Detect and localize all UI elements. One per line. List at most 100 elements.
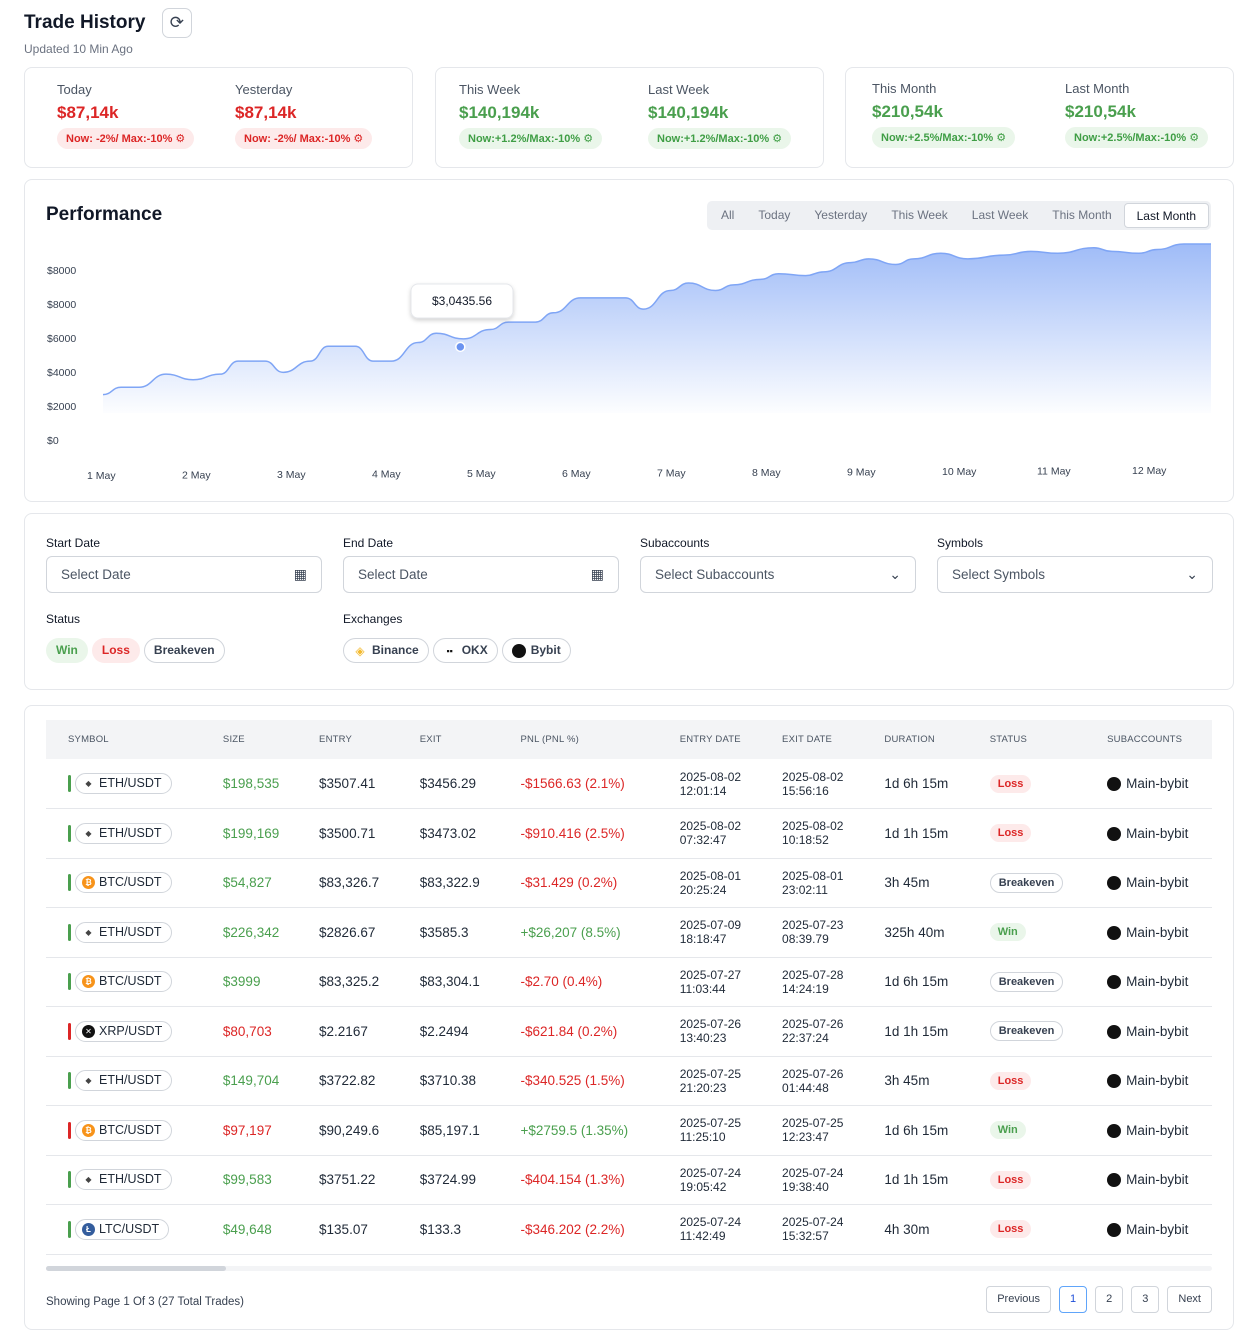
duration-cell: 4h 30m	[862, 1204, 968, 1255]
page-button-1[interactable]: 1	[1059, 1286, 1088, 1313]
stat-value: $140,194k	[648, 103, 729, 122]
stat-badge[interactable]: Now:+1.2%/Max:-10% ⚙	[459, 128, 603, 149]
start-date-field[interactable]: Select Date ▦	[46, 556, 322, 593]
pnl-cell: +$2759.5 (1.35%)	[498, 1105, 658, 1156]
tab-today[interactable]: Today	[758, 208, 791, 222]
duration-cell: 1d 1h 15m	[862, 1155, 968, 1205]
y-tick-label: $2000	[47, 401, 76, 413]
stat-last-month: Last Month $210,54k Now:+2.5%/Max:-10% ⚙	[1065, 81, 1209, 148]
stat-badge[interactable]: Now:+2.5%/Max:-10% ⚙	[872, 127, 1016, 148]
side-indicator	[68, 775, 71, 792]
exit-cell: $83,304.1	[397, 957, 499, 1007]
symbol-pill[interactable]: ₿ BTC/USDT	[75, 971, 172, 993]
refresh-icon: ⟳	[169, 13, 185, 32]
chevron-down-icon: ⌄	[889, 566, 901, 582]
symbols-label: Symbols	[937, 536, 984, 550]
subaccounts-select[interactable]: Select Subaccounts ⌄	[640, 556, 916, 593]
table-row[interactable]: ₿ BTC/USDT $54,827 $83,326.7 $83,322.9 -$31.4…	[46, 858, 1212, 908]
stat-badge[interactable]: Now:+1.2%/Max:-10% ⚙	[648, 128, 792, 149]
stat-badge[interactable]: Now:+2.5%/Max:-10% ⚙	[1065, 127, 1209, 148]
status-chip-breakeven[interactable]: Breakeven	[143, 638, 225, 663]
symbol-pill[interactable]: ◆ ETH/USDT	[75, 822, 172, 844]
end-date-label: End Date	[343, 536, 394, 550]
status-chip-win[interactable]: Win	[46, 638, 88, 663]
symbol-pill[interactable]: ₿ BTC/USDT	[75, 872, 172, 894]
exit-date-cell: 2025-08-02 15:56:16	[760, 759, 863, 809]
symbol-pill[interactable]: ◆ ETH/USDT	[75, 1070, 172, 1092]
pnl-cell: -$621.84 (0.2%)	[498, 1006, 658, 1057]
column-header: SYMBOL	[68, 734, 109, 745]
x-tick-label: 7 May	[657, 467, 686, 479]
exchange-chip-okx[interactable]: ▪▪ OKX	[432, 638, 498, 663]
entry-cell: $83,326.7	[297, 858, 398, 908]
size-cell: $3999	[200, 957, 298, 1007]
table-row[interactable]: ◆ ETH/USDT $226,342 $2826.67 $3585.3 +$26,207…	[46, 907, 1212, 958]
refresh-button[interactable]: ⟳	[161, 8, 192, 38]
symbol-pill[interactable]: ◆ ETH/USDT	[75, 1169, 172, 1191]
exit-date-cell: 2025-08-01 23:02:11	[760, 858, 863, 908]
stat-value: $140,194k	[459, 103, 540, 122]
status-cell: Win	[967, 1105, 1086, 1156]
exit-cell: $3473.02	[397, 808, 499, 859]
tab-last-week[interactable]: Last Week	[971, 208, 1029, 222]
x-tick-label: 3 May	[277, 469, 306, 481]
status-chip-loss[interactable]: Loss	[91, 638, 140, 663]
ethereum-icon: ◆	[82, 925, 95, 939]
binance-icon: ◈	[355, 643, 365, 658]
tab-this-month[interactable]: This Month	[1052, 208, 1112, 222]
duration-cell: 3h 45m	[862, 1056, 968, 1106]
status-badge: Loss	[989, 824, 1032, 843]
symbol-pill[interactable]: ◆ ETH/USDT	[75, 921, 172, 943]
settings-icon: ⚙	[1189, 132, 1200, 144]
tab-last-month[interactable]: Last Month	[1123, 203, 1209, 228]
bitcoin-icon: ₿	[82, 975, 95, 989]
hover-point[interactable]	[455, 341, 466, 353]
table-row[interactable]: ✕ XRP/USDT $80,703 $2.2167 $2.2494 -$621.84 (…	[46, 1006, 1212, 1057]
stat-label: Today	[57, 82, 92, 97]
exchange-chip-bybit[interactable]: Bybit	[501, 638, 571, 663]
table-row[interactable]: ◆ ETH/USDT $198,535 $3507.41 $3456.29 -$1566.…	[46, 759, 1212, 809]
symbol-cell: ₿ BTC/USDT	[46, 957, 201, 1007]
symbol-pill[interactable]: ◆ ETH/USDT	[75, 773, 172, 794]
previous-button[interactable]: Previous	[986, 1286, 1051, 1313]
exit-cell: $2.2494	[397, 1006, 499, 1057]
table-row[interactable]: ₿ BTC/USDT $97,197 $90,249.6 $85,197.1 +$2759…	[46, 1105, 1212, 1156]
symbol-pill[interactable]: ✕ XRP/USDT	[75, 1020, 173, 1042]
scrollbar-thumb[interactable]	[46, 1266, 226, 1271]
stat-label: Yesterday	[235, 82, 293, 97]
next-button[interactable]: Next	[1167, 1286, 1212, 1313]
entry-date-cell: 2025-07-25 21:20:23	[657, 1056, 761, 1106]
tab-this-week[interactable]: This Week	[891, 208, 948, 222]
pnl-cell: +$26,207 (8.5%)	[498, 907, 658, 958]
stat-value: $210,54k	[1065, 102, 1136, 121]
table-row[interactable]: ◆ ETH/USDT $149,704 $3722.82 $3710.38 -$340.5…	[46, 1056, 1212, 1106]
table-row[interactable]: ₿ BTC/USDT $3999 $83,325.2 $83,304.1 -$2.70 (…	[46, 957, 1212, 1007]
ethereum-icon: ◆	[82, 826, 95, 840]
table-row[interactable]: ◆ ETH/USDT $99,583 $3751.22 $3724.99 -$404.15…	[46, 1155, 1212, 1205]
filters-card: Start Date Select Date ▦ End Date Select…	[24, 513, 1234, 690]
page-button-3[interactable]: 3	[1131, 1286, 1160, 1313]
bybit-icon	[1107, 1222, 1122, 1237]
y-tick-label: $8000	[47, 299, 76, 311]
exchange-chip-binance[interactable]: ◈ Binance	[343, 638, 429, 663]
column-header: SUBACCOUNTS	[1107, 734, 1183, 745]
subaccount-cell: Main-bybit	[1085, 1105, 1212, 1156]
page-button-2[interactable]: 2	[1095, 1286, 1124, 1313]
y-tick-label: $8000	[47, 265, 76, 277]
horizontal-scrollbar[interactable]	[46, 1266, 1212, 1271]
pnl-cell: -$346.202 (2.2%)	[498, 1204, 658, 1255]
symbol-pill[interactable]: Ł LTC/USDT	[75, 1218, 170, 1240]
entry-cell: $135.07	[297, 1204, 398, 1255]
symbols-select[interactable]: Select Symbols ⌄	[937, 556, 1213, 593]
side-indicator	[68, 1171, 71, 1189]
stat-badge[interactable]: Now: -2%/ Max:-10% ⚙	[57, 128, 195, 149]
symbol-cell: ◆ ETH/USDT	[46, 1056, 201, 1106]
duration-cell: 325h 40m	[862, 907, 968, 958]
tab-yesterday[interactable]: Yesterday	[814, 208, 868, 222]
symbol-pill[interactable]: ₿ BTC/USDT	[75, 1119, 172, 1141]
tab-all[interactable]: All	[721, 208, 735, 222]
stat-badge[interactable]: Now: -2%/ Max:-10% ⚙	[235, 128, 373, 149]
table-row[interactable]: ◆ ETH/USDT $199,169 $3500.71 $3473.02 -$910.4…	[46, 808, 1212, 859]
end-date-field[interactable]: Select Date ▦	[343, 556, 619, 593]
table-row[interactable]: Ł LTC/USDT $49,648 $135.07 $133.3 -$346.202 (…	[46, 1204, 1212, 1255]
